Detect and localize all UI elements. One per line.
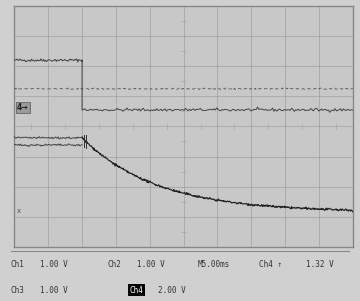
Text: 1.00 V: 1.00 V <box>40 286 67 295</box>
Text: 1.00 V: 1.00 V <box>137 260 165 269</box>
Text: Ch4 ↑: Ch4 ↑ <box>259 260 282 269</box>
Text: Ch2: Ch2 <box>108 260 122 269</box>
Text: Ch3: Ch3 <box>11 286 25 295</box>
Text: Ch4: Ch4 <box>130 286 144 295</box>
Text: 1.00 V: 1.00 V <box>40 260 67 269</box>
Text: 1.32 V: 1.32 V <box>306 260 334 269</box>
Text: Ch1: Ch1 <box>11 260 25 269</box>
Text: 2.00 V: 2.00 V <box>158 286 186 295</box>
Text: M5.00ms: M5.00ms <box>198 260 230 269</box>
Text: 4→: 4→ <box>17 103 29 112</box>
Text: x: x <box>17 208 21 214</box>
